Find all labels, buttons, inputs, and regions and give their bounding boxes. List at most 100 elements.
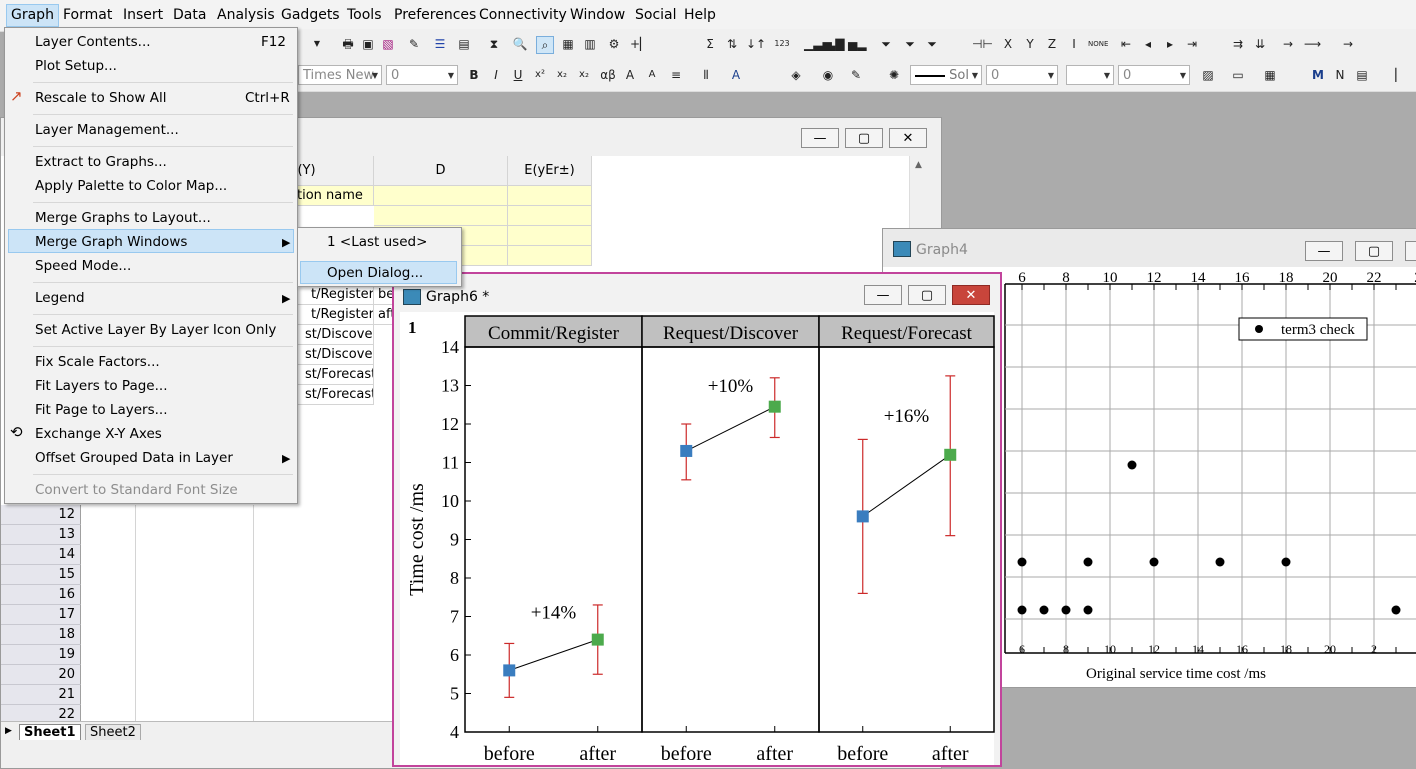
row-header[interactable]: 20: [1, 665, 81, 685]
submenu-item-open-dialog[interactable]: Open Dialog...: [327, 265, 424, 281]
x-axis-icon[interactable]: X: [1003, 37, 1013, 51]
filter-icon[interactable]: ⏷: [881, 37, 891, 51]
menu-item-plot-setup[interactable]: Plot Setup...: [35, 58, 117, 74]
menu-item-exchange-axes[interactable]: Exchange X-Y Axes: [35, 426, 162, 442]
merge-icon[interactable]: M: [1312, 68, 1324, 82]
move-down-icon[interactable]: ⇊: [1254, 37, 1266, 51]
menu-connectivity[interactable]: Connectivity: [479, 7, 567, 23]
layout-icon[interactable]: ▧: [382, 37, 394, 51]
row-header[interactable]: 13: [1, 525, 81, 545]
row-header[interactable]: 17: [1, 605, 81, 625]
menu-item-layer-contents[interactable]: Layer Contents... F12: [35, 34, 286, 50]
row-header[interactable]: 22: [1, 705, 81, 725]
sort-az-icon[interactable]: ↓↑: [746, 37, 767, 51]
row-header[interactable]: 15: [1, 565, 81, 585]
tab-sheet2[interactable]: Sheet2: [85, 724, 141, 740]
menu-help[interactable]: Help: [684, 7, 716, 23]
color-combo[interactable]: ▼: [1066, 65, 1114, 85]
maximize-button[interactable]: ▢: [908, 285, 946, 305]
italic-icon[interactable]: I: [494, 68, 498, 82]
row-header[interactable]: 21: [1, 685, 81, 705]
menu-item-set-active-layer[interactable]: Set Active Layer By Layer Icon Only: [35, 322, 276, 338]
menu-graph[interactable]: Graph: [6, 4, 59, 27]
fill-value-combo[interactable]: 0 ▼: [1118, 65, 1190, 85]
fill-color-icon[interactable]: ◈: [791, 68, 801, 82]
graph6-window[interactable]: Graph6 * — ▢ ✕ 1 4 5 6 7 8 9 10 11 12 13 14 Time co…: [392, 272, 1002, 767]
line-color-icon[interactable]: ✎: [850, 68, 862, 82]
statistics-icon[interactable]: ▥: [584, 37, 596, 51]
none-icon[interactable]: NONE: [1088, 40, 1109, 48]
cell[interactable]: [508, 246, 592, 266]
network-icon[interactable]: ⧗: [489, 37, 499, 51]
menu-data[interactable]: Data: [173, 7, 207, 23]
y-axis-icon[interactable]: Y: [1026, 37, 1034, 51]
column-header-e[interactable]: E(yEr±): [508, 156, 592, 186]
row-header[interactable]: 14: [1, 545, 81, 565]
font-name-combo[interactable]: Times New ▼: [298, 65, 382, 85]
symbol-icon[interactable]: ✺: [888, 68, 900, 82]
minimize-button[interactable]: —: [801, 128, 839, 148]
menu-analysis[interactable]: Analysis: [217, 7, 275, 23]
unmerge-icon[interactable]: N: [1335, 68, 1345, 82]
data-reader-icon[interactable]: ▦: [562, 37, 574, 51]
menu-item-speed-mode[interactable]: Speed Mode...: [35, 258, 131, 274]
prev-icon[interactable]: ◂: [1144, 37, 1152, 51]
maximize-button[interactable]: ▢: [1355, 241, 1393, 261]
close-button[interactable]: ✕: [952, 285, 990, 305]
minimize-button[interactable]: —: [864, 285, 902, 305]
menu-preferences[interactable]: Preferences: [394, 7, 477, 23]
menu-item-extract-to-graphs[interactable]: Extract to Graphs...: [35, 154, 167, 170]
menu-item-apply-palette[interactable]: Apply Palette to Color Map...: [35, 178, 227, 194]
maximize-button[interactable]: ▢: [845, 128, 883, 148]
cell[interactable]: [508, 206, 592, 226]
menu-tools[interactable]: Tools: [347, 7, 382, 23]
menu-window[interactable]: Window: [570, 7, 626, 23]
table-icon[interactable]: ▤: [458, 37, 470, 51]
vertical-scrollbar[interactable]: ▲: [909, 156, 930, 236]
arrow-line-icon[interactable]: ⟶: [1304, 37, 1322, 51]
error-icon[interactable]: I: [1072, 37, 1076, 51]
wrap-icon[interactable]: ▤: [1356, 68, 1368, 82]
menu-insert[interactable]: Insert: [123, 7, 164, 23]
hatch-icon[interactable]: ▨: [1202, 68, 1214, 82]
arrow-right-icon[interactable]: →: [1282, 37, 1294, 51]
pattern-icon[interactable]: ⫴: [703, 68, 709, 82]
menu-item-rescale[interactable]: Rescale to Show All Ctrl+R: [35, 90, 290, 106]
font-color-icon[interactable]: A: [731, 68, 741, 82]
cell[interactable]: [374, 206, 508, 226]
menu-item-merge-to-layout[interactable]: Merge Graphs to Layout...: [35, 210, 211, 226]
border-icon[interactable]: ▭: [1232, 68, 1244, 82]
print-icon[interactable]: 🖶: [342, 37, 354, 51]
row-header[interactable]: 19: [1, 645, 81, 665]
signal-icon[interactable]: ⊣⊢: [972, 37, 993, 51]
tab-scroll-icon[interactable]: ▶: [5, 726, 12, 736]
sum-icon[interactable]: Σ: [706, 37, 714, 51]
subscript-icon[interactable]: x₂: [557, 69, 567, 80]
bar-chart-icon[interactable]: ▁▃▅: [804, 37, 832, 51]
more-icon[interactable]: ▏: [1395, 68, 1405, 82]
sub-super-icon[interactable]: x₂: [579, 69, 589, 80]
arrow-end-icon[interactable]: →: [1342, 37, 1354, 51]
menu-item-fit-layers[interactable]: Fit Layers to Page...: [35, 378, 167, 394]
last-icon[interactable]: ⇥: [1186, 37, 1198, 51]
zoom-icon[interactable]: 🔍: [512, 37, 528, 51]
close-button[interactable]: [1405, 241, 1416, 261]
minimize-button[interactable]: —: [1305, 241, 1343, 261]
increase-font-icon[interactable]: A: [625, 68, 635, 82]
menu-social[interactable]: Social: [635, 7, 677, 23]
line-width-combo[interactable]: 0 ▼: [986, 65, 1058, 85]
cell[interactable]: [374, 186, 508, 206]
menu-item-layer-management[interactable]: Layer Management...: [35, 122, 179, 138]
pattern-fill-icon[interactable]: ◉: [822, 68, 834, 82]
column-header-d[interactable]: D: [374, 156, 508, 186]
row-header[interactable]: 12: [1, 505, 81, 525]
line-style-combo[interactable]: Sol ▼: [910, 65, 982, 85]
zoom-rect-icon[interactable]: ⌕: [536, 36, 554, 54]
superscript-icon[interactable]: x²: [535, 69, 545, 80]
add-col-icon[interactable]: +▏: [630, 37, 650, 51]
row-header[interactable]: 18: [1, 625, 81, 645]
menu-item-legend[interactable]: Legend: [35, 290, 85, 306]
move-right-icon[interactable]: ⇉: [1232, 37, 1244, 51]
greek-icon[interactable]: αβ: [600, 68, 616, 82]
presentation-icon[interactable]: ▣: [362, 37, 374, 51]
